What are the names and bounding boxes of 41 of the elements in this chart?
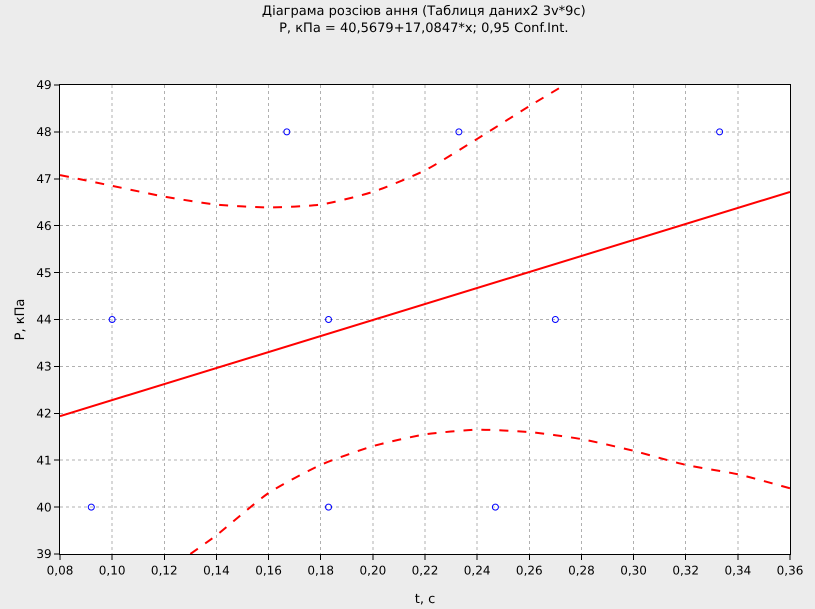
x-tick-label: 0,32 [672,563,700,578]
x-tick-label: 0,24 [464,563,490,578]
y-tick-label: 40 [36,500,52,514]
point [492,504,499,511]
x-tick-label: 0,34 [724,563,752,578]
point [325,504,332,511]
y-tick-label: 42 [36,406,52,420]
chart-title: Діаграма розсіюв ання (Таблиця даних2 3v*9c) [262,4,586,20]
point [455,128,462,136]
x-tick-label: 0,18 [307,563,334,578]
point [108,316,116,323]
y-tick-label: 47 [36,172,52,186]
y-tick-label: 48 [36,125,52,140]
x-tick-label: 0,36 [776,563,804,578]
point [88,504,95,511]
x-tick-label: 0,22 [412,563,438,578]
x-tick-label: 0,26 [516,563,543,578]
y-tick-label: 41 [36,453,52,468]
x-tick-label: 0,14 [203,563,230,578]
y-axis-title: P, кПа [13,298,28,340]
x-tick-label: 0,30 [620,563,647,578]
x-tick-label: 0,10 [98,563,126,578]
x-axis-title: t, c [414,592,436,607]
y-tick-label: 45 [36,266,52,280]
point [716,128,724,136]
y-tick-label: 46 [36,218,52,233]
y-tick-label: 44 [36,312,52,327]
point [325,316,332,323]
point [552,316,559,323]
x-tick-label: 0,20 [360,563,386,578]
line-series [189,428,790,554]
y-tick-label: 39 [36,547,52,562]
x-tick-label: 0,28 [568,563,595,578]
point [283,128,290,136]
chart-subtitle: P, кПа = 40,5679+17,0847*x; 0,95 Conf.Int. [279,21,568,36]
x-tick-label: 0,12 [150,563,178,578]
x-tick-label: 0,08 [46,563,74,578]
line-series [60,86,562,208]
y-tick-label: 43 [36,360,52,374]
x-tick-label: 0,16 [255,563,282,578]
y-tick-label: 49 [36,78,52,92]
